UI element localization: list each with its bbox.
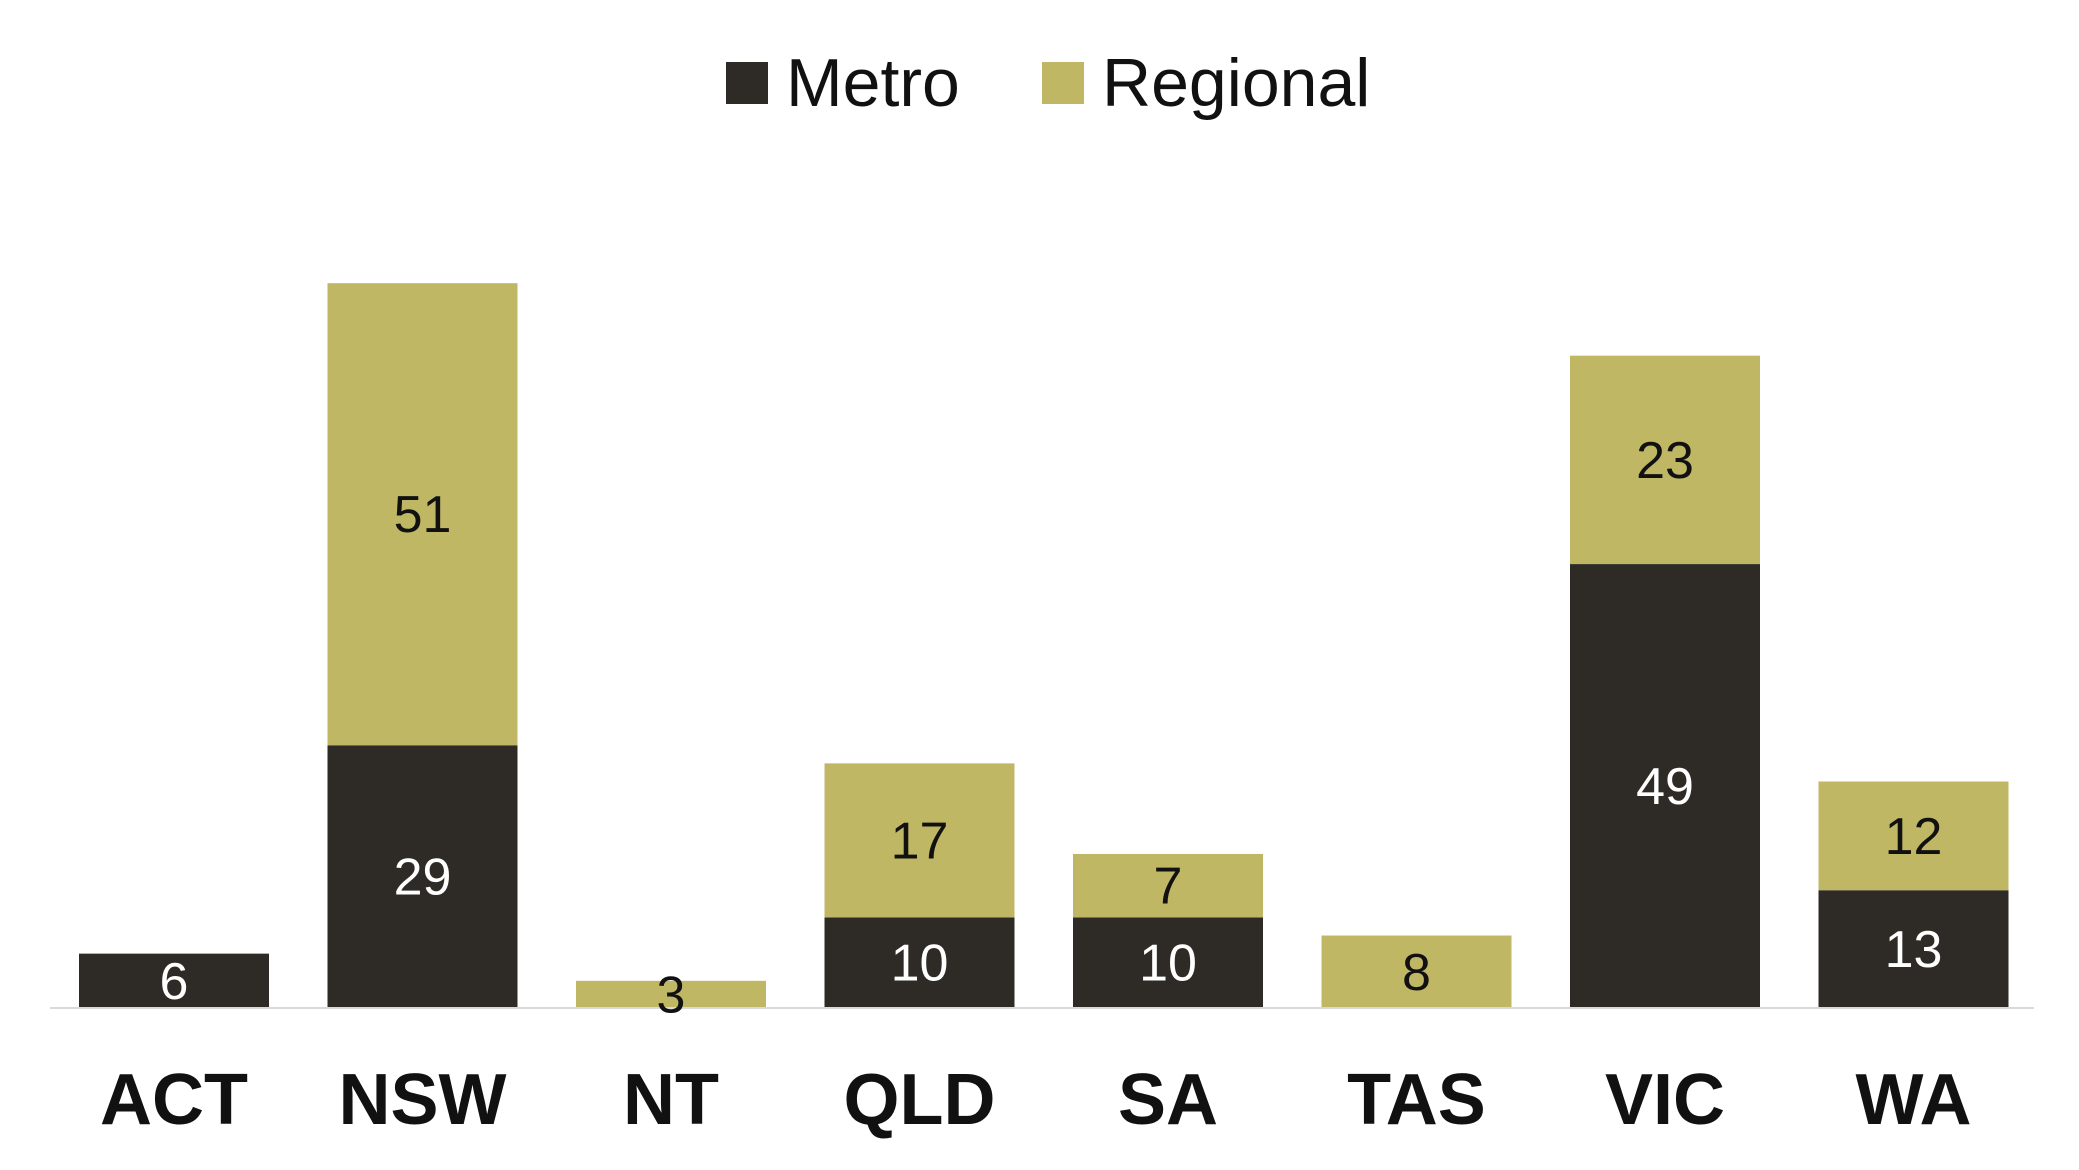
bar-regional-qld [824,763,1015,918]
bar-metro-vic [1570,564,1760,1008]
bar-metro-wa [1818,890,2009,1008]
x-tick-label-nt: NT [623,1060,719,1140]
bar-regional-nt [576,980,766,1008]
data-label-regional-qld: 17 [891,812,949,870]
data-label-metro-sa: 10 [1139,935,1197,993]
x-tick-label-tas: TAS [1347,1060,1486,1140]
data-label-metro-nsw: 29 [394,849,452,907]
bar-metro-qld [824,917,1015,1008]
data-label-regional-nt: 3 [657,966,686,1024]
x-tick-label-act: ACT [100,1060,248,1140]
bar-metro-act [79,953,269,1008]
x-tick-label-qld: QLD [844,1060,996,1140]
bar-metro-nsw [327,745,518,1008]
x-axis-labels: ACT NSW NT QLD SA TAS VIC WA [100,1060,1971,1140]
data-label-regional-wa: 12 [1885,808,1943,866]
bar-regional-nsw [327,283,518,746]
bar-metro-sa [1073,917,1263,1008]
x-tick-label-vic: VIC [1605,1060,1725,1140]
data-label-metro-qld: 10 [891,935,949,993]
data-label-regional-tas: 8 [1402,944,1431,1002]
x-tick-label-nsw: NSW [339,1060,507,1140]
legend: Metro Regional [726,45,1370,121]
data-label-regional-vic: 23 [1636,432,1694,490]
legend-label-regional: Regional [1102,45,1370,121]
x-tick-label-sa: SA [1118,1060,1218,1140]
legend-label-metro: Metro [786,45,960,121]
data-label-regional-nsw: 51 [394,486,452,544]
data-label-metro-act: 6 [160,953,189,1011]
legend-swatch-metro [726,62,768,104]
x-tick-label-wa: WA [1856,1060,1972,1140]
data-label-regional-sa: 7 [1154,858,1183,916]
data-labels-layer: 6 29 51 3 10 17 10 7 8 49 23 13 12 [160,432,1943,1025]
data-label-metro-vic: 49 [1636,758,1694,816]
bar-regional-sa [1073,853,1263,918]
legend-swatch-regional [1042,62,1084,104]
bar-regional-vic [1570,355,1760,565]
data-label-metro-wa: 13 [1885,921,1943,979]
bar-regional-tas [1321,935,1512,1008]
bar-regional-wa [1818,781,2009,891]
bars-layer [79,283,2009,1008]
